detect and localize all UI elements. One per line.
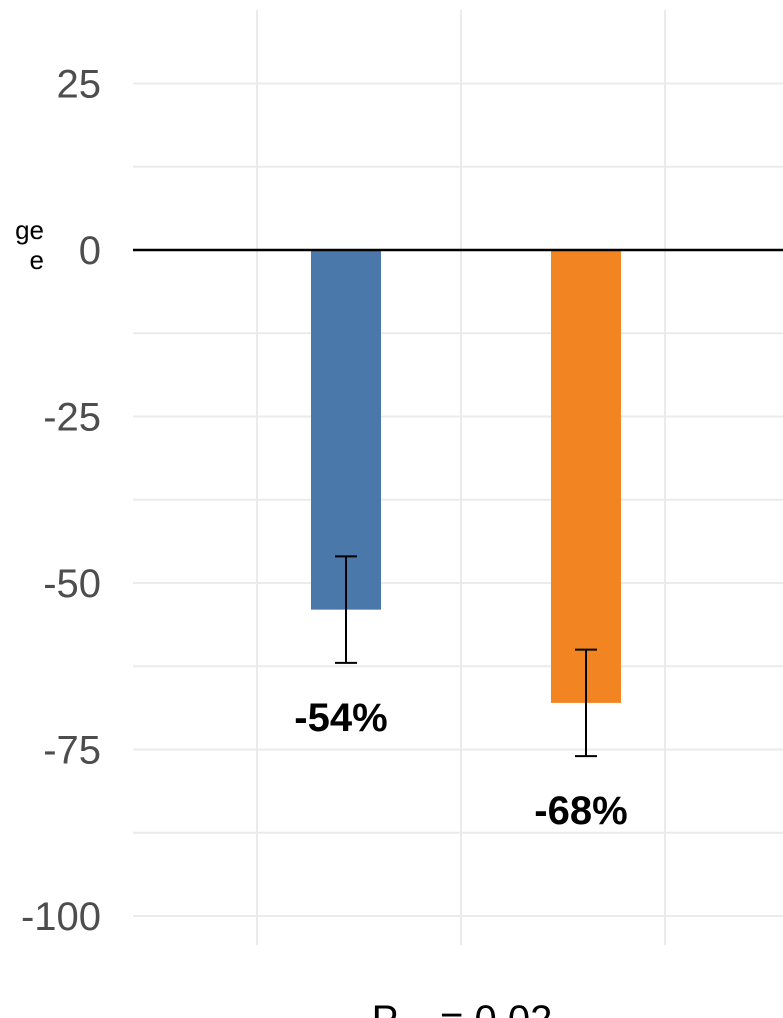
bar-2 xyxy=(551,250,621,703)
y-axis-label: ge e xyxy=(0,215,44,275)
grid-lines xyxy=(133,10,783,945)
y-tick-label: -25 xyxy=(43,396,101,440)
x-axis-label-main: P xyxy=(372,998,399,1018)
bars xyxy=(311,250,621,703)
y-tick-label: 0 xyxy=(79,229,101,273)
y-tick-label: -75 xyxy=(43,729,101,773)
labels: -54% -68% 25 0 -25 -50 -75 -100 xyxy=(21,63,628,940)
value-label-1: -54% xyxy=(294,696,387,740)
value-label-2: -68% xyxy=(534,789,627,833)
bar-1 xyxy=(311,250,381,610)
x-axis-label: Pint = 0.02 xyxy=(372,998,553,1018)
y-axis-label-line-2: e xyxy=(29,245,44,275)
y-tick-label: 25 xyxy=(57,63,102,107)
x-axis-label-rest: = 0.02 xyxy=(429,998,552,1018)
y-tick-label: -50 xyxy=(43,562,101,606)
y-axis-label-line-1: ge xyxy=(15,215,44,245)
y-tick-label: -100 xyxy=(21,895,101,939)
error-bars xyxy=(335,555,597,758)
